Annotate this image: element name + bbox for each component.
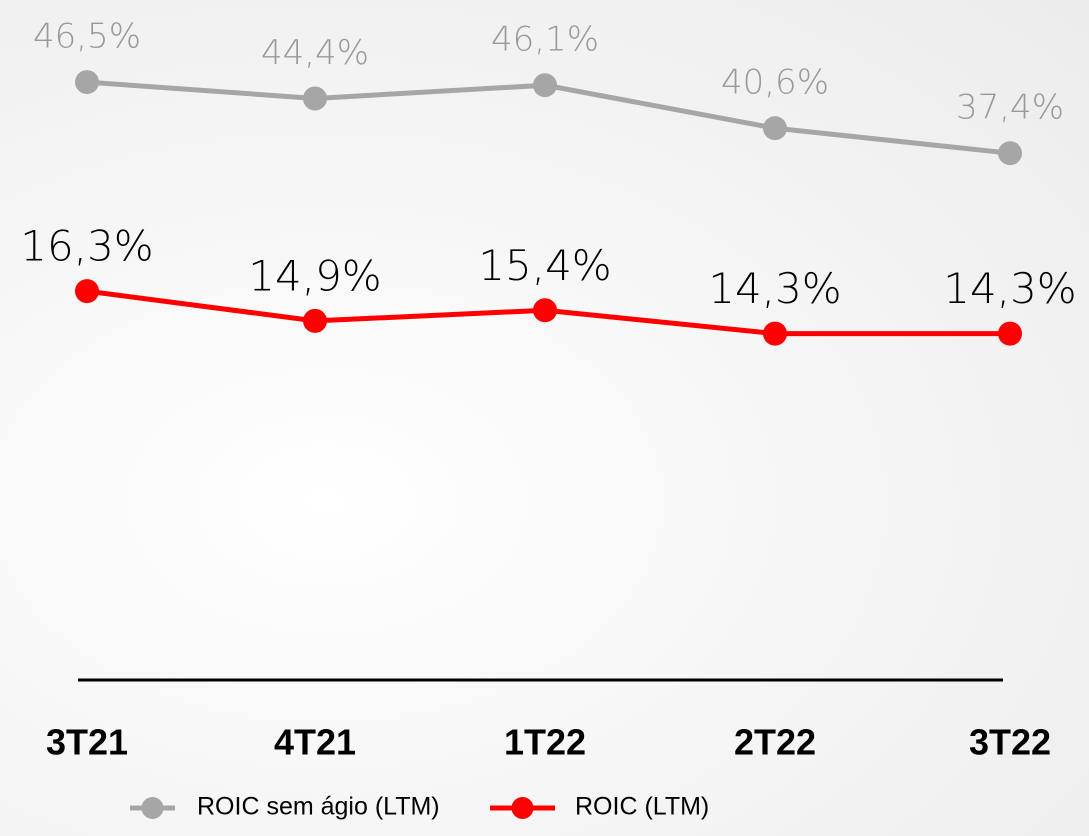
legend-marker: [141, 797, 164, 819]
legend-marker: [511, 797, 534, 819]
x-tick-label: 3T21: [46, 722, 128, 763]
data-label: 40,6%: [721, 63, 829, 103]
x-tick-label: 1T22: [504, 722, 586, 763]
x-tick-label: 4T21: [274, 722, 356, 763]
data-label: 44,4%: [261, 33, 369, 73]
data-label: 15,4%: [478, 241, 611, 290]
data-point: [763, 116, 787, 141]
data-label: 14,3%: [708, 264, 841, 313]
data-point: [75, 70, 99, 95]
x-tick-label: 3T22: [969, 722, 1051, 763]
legend-label: ROIC (LTM): [575, 793, 709, 821]
data-point: [303, 86, 327, 111]
x-tick-label: 2T22: [734, 722, 816, 763]
data-label: 46,1%: [491, 20, 599, 60]
data-point: [763, 321, 787, 346]
legend-label: ROIC sem ágio (LTM): [197, 793, 440, 821]
data-point: [303, 308, 327, 333]
data-label: 37,4%: [956, 88, 1064, 128]
data-label: 16,3%: [20, 222, 153, 271]
data-point: [75, 279, 99, 304]
data-label: 14,9%: [248, 251, 381, 300]
data-point: [998, 141, 1022, 166]
data-point: [998, 321, 1022, 346]
data-point: [533, 73, 557, 98]
data-label: 46,5%: [33, 17, 141, 57]
data-label: 14,3%: [943, 264, 1076, 313]
data-point: [533, 298, 557, 323]
